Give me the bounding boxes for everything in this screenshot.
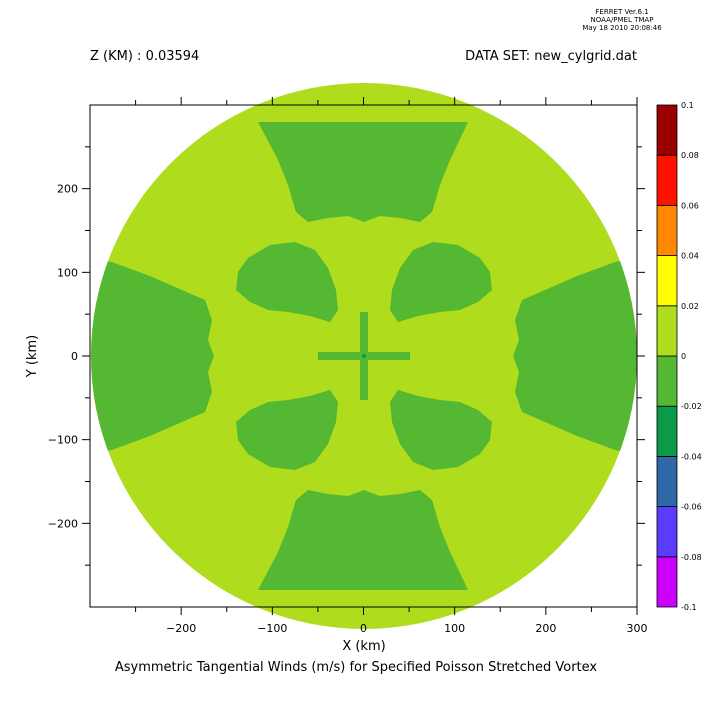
colorbar-label: 0.06 [681,201,699,210]
y-tick-label: 0 [71,350,78,363]
x-axis: −200 −100 0 100 200 300 [135,97,648,635]
colorbar-label: -0.04 [681,452,702,461]
z-level-label: Z (KM) : 0.03594 [90,49,199,64]
lobe-inner-lower-left [236,390,338,470]
y-tick-label: 100 [57,266,78,279]
lobe-top [258,122,468,222]
colorbar-swatch [656,455,678,507]
x-tick-label: 100 [444,622,465,635]
x-tick-label: 300 [627,622,648,635]
dataset-label: DATA SET: new_cylgrid.dat [465,49,637,64]
colorbar: -0.1 -0.08 -0.06 -0.04 -0.02 0 0.02 0.04 0.06 0.0… [656,101,702,612]
colorbar-label: 0.04 [681,252,699,261]
y-tick-label: −200 [48,517,78,530]
colorbar-label: -0.08 [681,553,702,562]
vortex-center [362,354,366,358]
colorbar-swatch [656,204,678,256]
colorbar-label: 0.08 [681,151,699,160]
lobe-left [91,258,214,454]
chart-title: Asymmetric Tangential Winds (m/s) for Sp… [115,660,598,675]
y-tick-label: 200 [57,183,78,196]
colorbar-swatch [656,355,678,407]
x-tick-label: 0 [360,622,367,635]
lobe-bottom [258,490,468,590]
colorbar-label: -0.1 [681,603,697,612]
lobe-inner-upper-left [236,242,338,322]
colorbar-label: -0.06 [681,503,702,512]
y-tick-label: −100 [48,434,78,447]
colorbar-swatch [656,154,678,206]
x-tick-label: −100 [257,622,287,635]
ferret-org: NOAA/PMEL TMAP [591,16,654,24]
plot-area: −200 −100 0 100 200 300 −200 −100 0 100 200 [48,83,648,635]
x-tick-label: −200 [166,622,196,635]
lobe-right [513,258,637,454]
lobe-inner-upper-right [390,242,492,322]
colorbar-swatch [656,104,678,156]
colorbar-swatch [656,405,678,457]
colorbar-label: 0.1 [681,101,694,110]
ferret-version: FERRET Ver.6.1 [595,8,648,16]
lobe-inner-lower-right [390,390,492,470]
colorbar-label: 0 [681,352,686,361]
colorbar-label: 0.02 [681,302,699,311]
colorbar-swatch [656,305,678,357]
ferret-timestamp: May 18 2010 20:08:46 [582,24,662,32]
colorbar-swatch [656,506,678,558]
colorbar-label: -0.02 [681,402,702,411]
colorbar-swatch [656,255,678,307]
colorbar-swatch [656,556,678,608]
y-axis: −200 −100 0 100 200 [48,146,645,566]
y-axis-label: Y (km) [25,335,40,378]
x-axis-label: X (km) [342,639,385,654]
field-disk [91,83,637,629]
x-tick-label: 200 [535,622,556,635]
